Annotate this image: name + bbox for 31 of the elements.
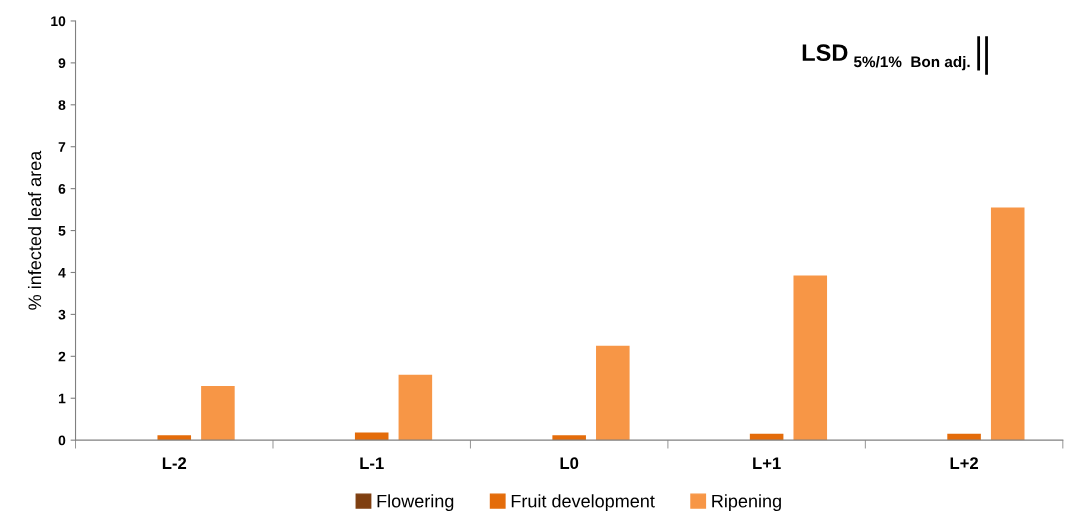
bar	[596, 345, 630, 441]
y-tick-label: 2	[58, 351, 66, 362]
legend-label: Flowering	[377, 494, 454, 512]
y-tick-label: 10	[51, 16, 66, 27]
bar	[157, 435, 192, 441]
legend-label: Fruit development	[511, 494, 655, 512]
bar	[398, 374, 433, 441]
x-tick-label: L+2	[950, 457, 979, 469]
bar	[552, 435, 586, 441]
y-tick-label: 3	[58, 309, 66, 320]
y-tick-label: 4	[58, 267, 66, 278]
bar	[947, 433, 981, 441]
bar	[749, 433, 784, 441]
bar	[793, 275, 828, 441]
y-tick-label: 7	[58, 142, 66, 152]
x-tick-label: L0	[560, 457, 579, 470]
y-tick-label: 5	[58, 226, 66, 236]
legend-label: Ripening	[712, 494, 781, 512]
bar	[354, 432, 389, 441]
y-axis-title: % infected leaf area	[27, 150, 42, 310]
y-tick-label: 8	[58, 100, 66, 110]
x-tick-label: L-2	[162, 457, 187, 469]
bar	[990, 207, 1025, 441]
x-tick-label: L+1	[753, 457, 781, 469]
y-tick-label: 1	[58, 393, 66, 404]
y-tick-label: 9	[58, 58, 66, 69]
annotation: LSD 5%/1% Bon adj.	[802, 44, 970, 71]
bar	[201, 386, 235, 441]
y-tick-label: 0	[58, 435, 66, 446]
y-tick-label: 6	[58, 183, 66, 194]
x-tick-label: L-1	[360, 457, 384, 469]
